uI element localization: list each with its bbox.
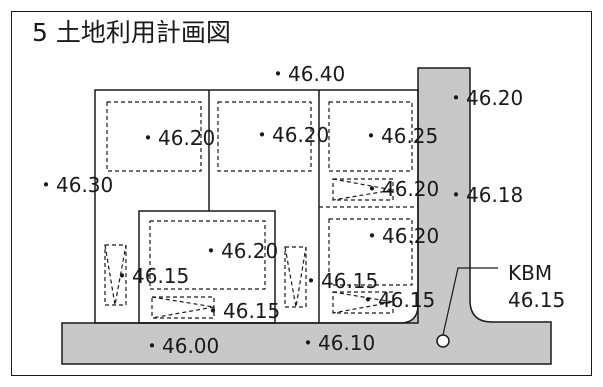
parking-space-marking xyxy=(332,178,394,201)
parking-space xyxy=(332,178,394,201)
road xyxy=(61,67,552,365)
parking-space xyxy=(332,291,394,314)
elevation-label: ・46.20 xyxy=(362,224,439,248)
parking-space-marking xyxy=(284,246,307,308)
elevation-label: ・46.40 xyxy=(268,62,345,86)
elevation-label: ・46.20 xyxy=(138,126,215,150)
parking-space xyxy=(104,244,127,306)
parking-spaces xyxy=(104,178,394,319)
elevation-label: ・46.10 xyxy=(298,331,375,355)
benchmark-label: KBM xyxy=(508,261,552,285)
elevation-label: ・46.15 xyxy=(358,288,435,312)
elevation-label: ・46.30 xyxy=(36,173,113,197)
building-footprint xyxy=(106,101,202,172)
parking-space xyxy=(284,246,307,308)
elevation-label: ・46.18 xyxy=(446,183,523,207)
building-footprint xyxy=(328,101,413,172)
elevation-label: ・46.20 xyxy=(362,177,439,201)
map-frame xyxy=(11,11,592,376)
parking-space xyxy=(151,296,215,319)
title-number: 5 xyxy=(32,18,48,47)
parking-space-marking xyxy=(332,291,394,314)
benchmark-leader-line xyxy=(442,267,498,336)
elevation-label: ・46.15 xyxy=(301,269,378,293)
benchmark-value: 46.15 xyxy=(508,288,565,312)
elevation-label: ・46.20 xyxy=(201,239,278,263)
elevation-label: ・46.20 xyxy=(446,86,523,110)
building-footprint xyxy=(328,218,413,286)
title-text: 土地利用計画図 xyxy=(55,18,231,47)
elevation-label: ・46.00 xyxy=(142,334,219,358)
building-footprints xyxy=(106,101,418,290)
page-title: 5 土地利用計画図 xyxy=(32,18,231,48)
elevation-label: ・46.25 xyxy=(361,124,438,148)
benchmark-marker xyxy=(436,334,450,348)
elevation-label: ・46.15 xyxy=(203,299,280,323)
building-footprint xyxy=(217,101,312,172)
parking-space-marking xyxy=(104,244,127,306)
building-footprint xyxy=(149,220,266,290)
elevation-label: ・46.20 xyxy=(252,123,329,147)
central-lot xyxy=(138,210,276,324)
elevation-label: ・46.15 xyxy=(112,264,189,288)
